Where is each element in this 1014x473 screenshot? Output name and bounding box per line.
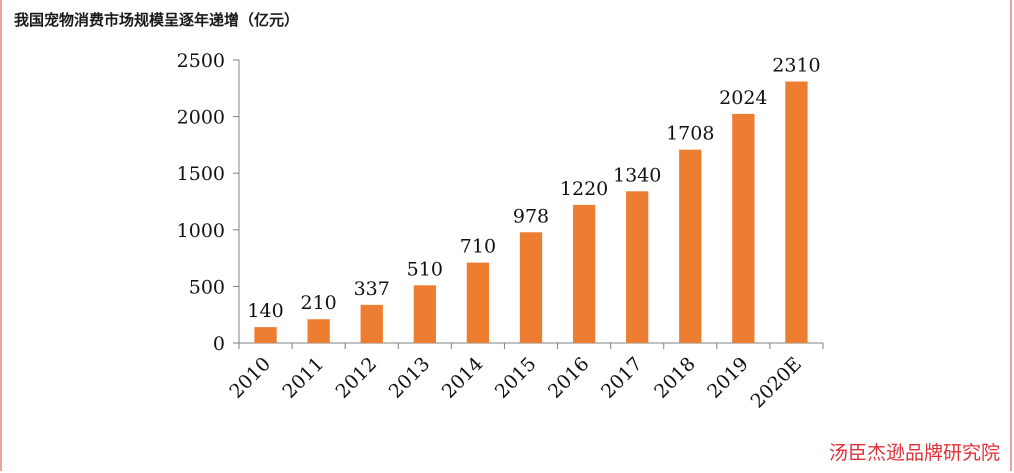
x-tick-label: 2014 <box>438 353 488 403</box>
bar <box>466 262 490 343</box>
data-label: 140 <box>247 300 283 322</box>
bar <box>626 191 649 343</box>
x-tick-label: 2018 <box>650 353 700 403</box>
x-tick-label: 2020E <box>746 353 806 413</box>
x-tick-label: 2019 <box>703 353 753 403</box>
data-label: 2310 <box>772 55 820 77</box>
chart-title: 我国宠物消费市场规模呈逐年递增（亿元） <box>14 11 300 29</box>
bar <box>572 204 596 343</box>
x-tick-label: 2016 <box>544 353 594 403</box>
watermark-text: 汤臣杰逊品牌研究院 <box>828 442 1000 464</box>
y-tick-label: 0 <box>213 333 225 355</box>
data-label: 1708 <box>666 123 714 145</box>
bar <box>519 232 543 343</box>
data-label: 1340 <box>613 164 661 186</box>
y-tick-label: 1500 <box>177 163 225 185</box>
x-tick-label: 2010 <box>225 353 275 403</box>
x-tick-label: 2011 <box>278 353 328 403</box>
y-tick-label: 2500 <box>177 50 225 72</box>
x-tick-label: 2015 <box>491 353 541 403</box>
data-label: 710 <box>460 236 496 258</box>
bar <box>732 113 755 343</box>
y-tick-label: 500 <box>189 276 225 298</box>
data-label: 2024 <box>719 87 767 109</box>
x-tick-label: 2012 <box>332 353 382 403</box>
x-tick-label: 2017 <box>597 353 647 403</box>
data-label: 978 <box>513 205 549 227</box>
data-label: 1220 <box>560 178 608 200</box>
bar <box>413 285 436 343</box>
bar <box>307 319 330 343</box>
y-tick-label: 2000 <box>177 107 225 129</box>
data-label: 210 <box>301 292 337 314</box>
data-label: 510 <box>407 258 443 280</box>
bar <box>254 327 277 343</box>
data-label: 337 <box>354 278 390 300</box>
bar <box>360 304 383 343</box>
bar <box>785 81 808 344</box>
bar <box>679 149 702 343</box>
y-tick-label: 1000 <box>177 220 225 242</box>
x-tick-label: 2013 <box>385 353 435 403</box>
